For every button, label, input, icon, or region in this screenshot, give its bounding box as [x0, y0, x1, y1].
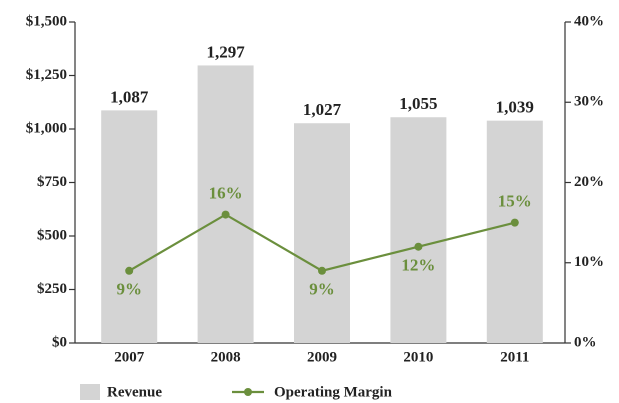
y2-tick-label: 10% — [574, 254, 604, 270]
line-point — [125, 266, 134, 275]
x-tick-label: 2011 — [500, 349, 529, 365]
bar — [101, 110, 158, 343]
line-point — [221, 210, 230, 219]
legend-swatch — [80, 384, 100, 400]
bar-value-label: 1,055 — [399, 94, 437, 113]
y-tick-label: $1,500 — [26, 13, 67, 29]
y2-tick-label: 0% — [574, 334, 597, 350]
line-value-label: 9% — [116, 280, 142, 299]
y-tick-label: $1,000 — [26, 120, 67, 136]
x-tick-label: 2010 — [403, 349, 433, 365]
bar — [197, 65, 254, 343]
y-tick-label: $0 — [52, 334, 67, 350]
legend-label: Operating Margin — [274, 384, 393, 400]
bar — [390, 117, 447, 343]
line-value-label: 16% — [209, 184, 243, 203]
y-tick-label: $750 — [37, 174, 67, 190]
line-point — [414, 242, 423, 251]
x-tick-label: 2007 — [114, 349, 145, 365]
line-value-label: 9% — [309, 280, 335, 299]
bar-value-label: 1,087 — [110, 87, 149, 106]
line-point — [510, 218, 519, 227]
line-value-label: 15% — [498, 192, 532, 211]
line-value-label: 12% — [401, 256, 435, 275]
legend-point — [244, 388, 252, 396]
y2-tick-label: 40% — [574, 13, 604, 29]
legend-label: Revenue — [107, 384, 162, 400]
bar-value-label: 1,027 — [303, 100, 342, 119]
y-tick-label: $1,250 — [26, 67, 67, 83]
bar — [486, 120, 543, 344]
y2-tick-label: 30% — [574, 94, 604, 110]
bar — [294, 123, 350, 343]
y-tick-label: $250 — [37, 281, 67, 297]
line-point — [318, 266, 326, 275]
x-tick-label: 2008 — [211, 349, 241, 365]
y-tick-label: $500 — [37, 227, 67, 243]
bar-value-label: 1,039 — [496, 98, 534, 117]
bar-value-label: 1,297 — [206, 42, 245, 61]
y2-tick-label: 20% — [574, 174, 604, 190]
x-tick-label: 2009 — [307, 349, 337, 365]
